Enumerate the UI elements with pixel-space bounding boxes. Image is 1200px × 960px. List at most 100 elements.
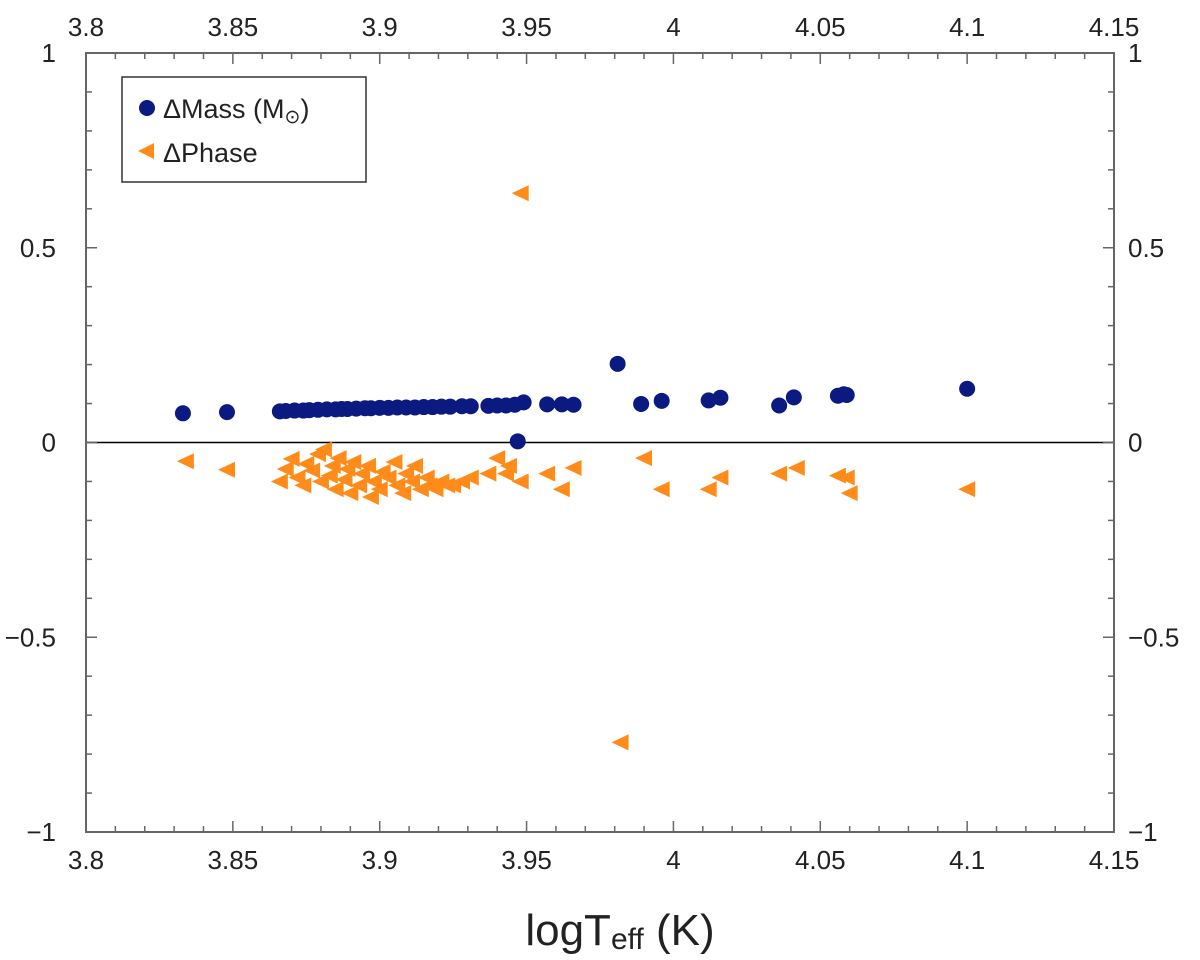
mass-point <box>565 396 582 413</box>
y-tick-label-right: 0.5 <box>1128 233 1164 263</box>
mass-point <box>462 398 479 415</box>
phase-point <box>358 457 376 474</box>
phase-point <box>828 467 846 484</box>
mass-point <box>515 394 532 411</box>
y-tick-label-left: 0 <box>42 428 56 458</box>
x-axis-title-subscript: eff <box>611 923 644 956</box>
mass-point <box>174 405 191 422</box>
phase-point <box>564 459 582 476</box>
major-ticks <box>85 52 1115 833</box>
phase-point <box>499 457 517 474</box>
mass-point <box>771 397 788 414</box>
x-tick-label-top: 4 <box>666 12 680 42</box>
mass-point <box>633 395 650 412</box>
mass-point <box>442 398 459 415</box>
x-tick-label-top: 3.85 <box>208 12 259 42</box>
phase-point <box>370 481 388 498</box>
phase-point <box>335 471 353 488</box>
x-tick-label-top: 4.15 <box>1089 12 1140 42</box>
legend-label-mass-tail: ) <box>300 94 309 124</box>
phase-point <box>488 450 506 467</box>
legend-label-mass-sub: ⊙ <box>285 107 301 128</box>
tick-labels: 3.8 3.8 3.85 3.85 3.9 3.9 3.95 3.95 4 4 4.05 4.05 4.… <box>5 12 1180 875</box>
phase-point <box>652 481 670 498</box>
phase-point <box>341 485 359 502</box>
legend-marker-phase <box>138 143 154 159</box>
phase-point <box>350 477 368 494</box>
phase-point <box>385 453 403 470</box>
phase-point <box>538 465 556 482</box>
phase-point <box>314 441 332 458</box>
phase-point <box>511 473 529 490</box>
phase-point <box>611 734 629 751</box>
mass-point <box>838 386 855 403</box>
phase-point <box>461 469 479 486</box>
phase-point <box>479 465 497 482</box>
y-tick-label-left: 0.5 <box>20 233 56 263</box>
legend-marker-mass <box>139 100 155 116</box>
phase-point <box>217 461 235 478</box>
x-tick-label-bottom: 3.8 <box>68 845 104 875</box>
legend-label-mass: ΔMass (M⊙) <box>163 94 309 128</box>
phase-point <box>787 459 805 476</box>
phase-point <box>326 481 344 498</box>
y-tick-label-right: 0 <box>1128 428 1142 458</box>
mass-point <box>609 355 626 372</box>
phase-point <box>270 473 288 490</box>
y-tick-label-left: −0.5 <box>5 622 56 652</box>
phase-point <box>288 469 306 486</box>
phase-point <box>837 469 855 486</box>
x-tick-label-top: 4.1 <box>949 12 985 42</box>
series-delta-phase <box>176 185 976 751</box>
phase-point <box>405 457 423 474</box>
legend-label-phase: ΔPhase <box>163 138 258 168</box>
mass-point <box>218 404 235 421</box>
x-tick-label-top: 3.95 <box>501 12 552 42</box>
phase-point <box>323 457 341 474</box>
phase-point <box>840 485 858 502</box>
x-tick-label-bottom: 4.15 <box>1089 845 1140 875</box>
x-tick-label-bottom: 4 <box>666 845 680 875</box>
mass-point <box>539 396 556 413</box>
mass-point <box>653 392 670 409</box>
phase-point <box>552 481 570 498</box>
x-axis-title: logTeff (K) <box>525 906 714 956</box>
phase-point <box>361 489 379 506</box>
x-tick-label-bottom: 3.95 <box>501 845 552 875</box>
mass-point <box>959 380 976 397</box>
phase-point <box>397 465 415 482</box>
phase-point <box>176 453 194 470</box>
x-axis-title-unit: (K) <box>644 906 715 955</box>
phase-point <box>303 462 321 479</box>
phase-point <box>635 450 653 467</box>
x-tick-label-bottom: 3.85 <box>208 845 259 875</box>
y-tick-label-left: 1 <box>42 38 56 68</box>
y-tick-label-left: −1 <box>26 817 56 847</box>
legend: ΔMass (M⊙) ΔPhase <box>121 76 367 183</box>
phase-point <box>344 453 362 470</box>
phase-point <box>770 465 788 482</box>
x-tick-label-bottom: 4.05 <box>795 845 846 875</box>
mass-point <box>509 433 526 450</box>
legend-label-mass-main: ΔMass (M <box>163 94 285 124</box>
phase-point <box>379 469 397 486</box>
phase-point <box>329 450 347 467</box>
phase-point <box>364 473 382 490</box>
y-tick-label-right: −0.5 <box>1128 622 1179 652</box>
y-tick-label-right: −1 <box>1128 817 1158 847</box>
phase-point <box>511 185 529 202</box>
x-tick-label-top: 3.9 <box>362 12 398 42</box>
x-tick-label-bottom: 4.1 <box>949 845 985 875</box>
mass-point <box>712 389 729 406</box>
phase-point <box>958 481 976 498</box>
phase-point <box>294 477 312 494</box>
phase-point <box>394 485 412 502</box>
x-tick-label-bottom: 3.9 <box>362 845 398 875</box>
phase-point <box>403 473 421 490</box>
phase-point <box>276 460 294 477</box>
mass-point <box>553 396 570 413</box>
phase-point <box>711 469 729 486</box>
phase-point <box>282 450 300 467</box>
phase-point <box>388 477 406 494</box>
